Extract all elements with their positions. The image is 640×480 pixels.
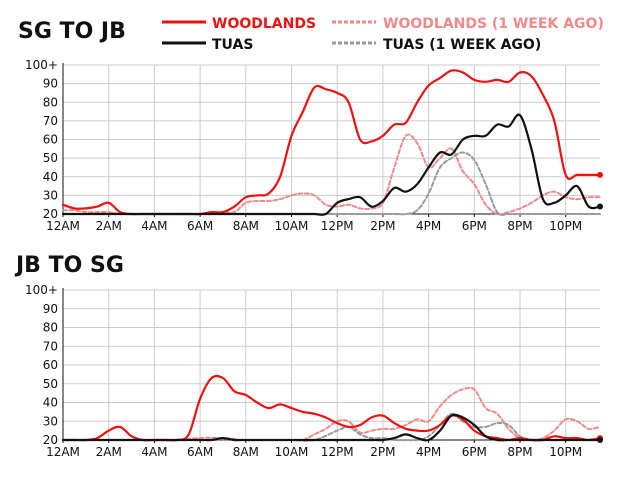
y-tick-label: 90 [43, 77, 58, 91]
x-tick-label: 10AM [275, 445, 309, 459]
legend-label-tuas-1-week-ago: TUAS (1 WEEK AGO) [383, 37, 541, 53]
x-tick-label: 6PM [462, 445, 487, 459]
x-tick-label: 4PM [416, 219, 441, 233]
y-tick-label: 60 [43, 358, 58, 372]
x-tick-label: 2AM [96, 445, 122, 459]
x-tick-label: 2PM [370, 445, 395, 459]
chart-title-jb-to-sg: JB TO SG [14, 253, 124, 278]
plot-sg-to-jb: 20 30 40 50 60 70 80 90 100+ 12AM 2AM 4AM 6AM 8AM 10AM… [25, 58, 603, 233]
y-tick-label: 20 [43, 207, 58, 221]
y-tick-label: 40 [43, 170, 58, 184]
x-tick-label: 6PM [462, 219, 487, 233]
x-tick-label: 8AM [233, 219, 259, 233]
series-line-woodlands-1-week-ago [62, 133, 601, 216]
series-line-tuas-1-week-ago [62, 412, 601, 442]
x-tick-label: 8PM [507, 445, 532, 459]
y-tick-label: 90 [43, 302, 58, 316]
x-tick-label: 6AM [187, 445, 213, 459]
y-tick-label: 50 [43, 377, 58, 391]
x-tick-label: 4AM [141, 219, 167, 233]
x-tick-label: 4AM [141, 445, 167, 459]
y-tick-label: 80 [43, 95, 58, 109]
series-end-marker-tuas [597, 203, 603, 210]
y-tick-label: 30 [43, 414, 58, 428]
y-tick-label: 80 [43, 321, 58, 335]
x-tick-label: 2AM [96, 219, 122, 233]
x-tick-label: 10PM [549, 219, 582, 233]
x-tick-label: 10PM [549, 445, 582, 459]
y-tick-label: 100+ [25, 58, 58, 72]
x-tick-label: 10AM [275, 219, 309, 233]
legend-label-woodlands: WOODLANDS [212, 16, 316, 32]
x-tick-label: 8AM [233, 445, 259, 459]
y-tick-label: 30 [43, 188, 58, 202]
y-tick-label: 100+ [25, 283, 58, 297]
series-line-woodlands [61, 374, 602, 442]
series-end-marker-woodlands [597, 171, 603, 178]
series-line-tuas [61, 113, 602, 216]
y-tick-label: 60 [43, 133, 58, 147]
x-tick-label: 12AM [46, 219, 80, 233]
y-tick-label: 70 [43, 114, 58, 128]
chart-title-sg-to-jb: SG TO JB [18, 19, 126, 44]
y-tick-label: 40 [43, 396, 58, 410]
x-tick-label: 8PM [507, 219, 532, 233]
x-tick-label: 2PM [370, 219, 395, 233]
legend: WOODLANDS WOODLANDS (1 WEEK AGO) TUAS TU… [162, 16, 604, 53]
x-tick-label: 4PM [416, 445, 441, 459]
legend-label-tuas: TUAS [212, 37, 253, 53]
y-tick-label: 70 [43, 339, 58, 353]
legend-label-woodlands-1-week-ago: WOODLANDS (1 WEEK AGO) [383, 16, 604, 32]
y-tick-label: 20 [43, 433, 58, 447]
plot-jb-to-sg: 20 30 40 50 60 70 80 90 100+ 12AM 2AM 4AM 6AM 8AM 10AM… [25, 283, 603, 459]
x-tick-label: 6AM [187, 219, 213, 233]
x-tick-label: 12AM [46, 445, 80, 459]
series-line-woodlands [61, 69, 602, 216]
series-line-tuas [61, 413, 602, 442]
series-end-marker-tuas [597, 437, 603, 443]
x-tick-label: 12PM [321, 219, 354, 233]
x-tick-label: 12PM [321, 445, 354, 459]
y-tick-label: 50 [43, 151, 58, 165]
